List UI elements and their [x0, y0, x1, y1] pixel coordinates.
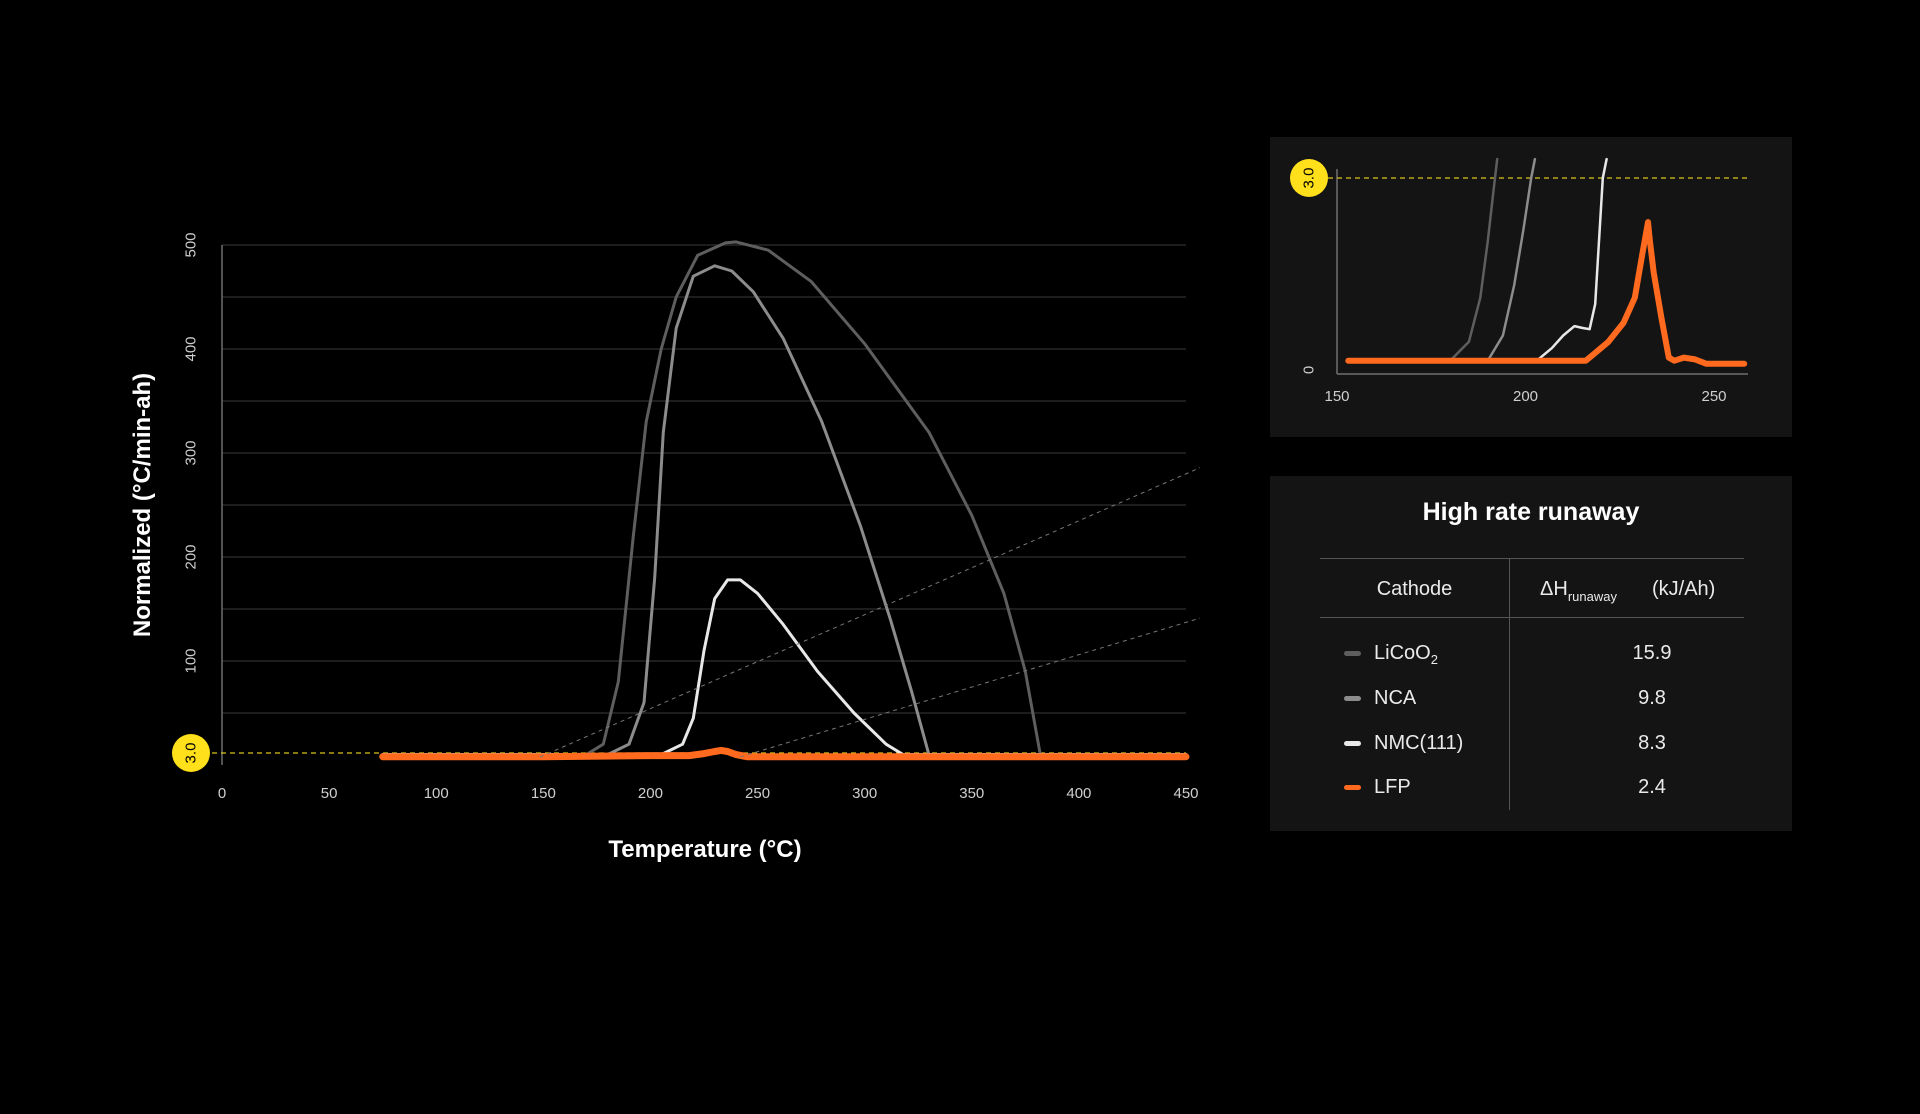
threshold-badge-label: 3.0 — [183, 743, 200, 764]
row-cathode-name: NMC(111) — [1374, 732, 1464, 754]
x-tick-label: 400 — [1066, 785, 1091, 802]
row-delta-h-value: 2.4 — [1638, 776, 1666, 798]
inset-chart: 150 200 250 0 3.0 — [1290, 157, 1748, 405]
x-tick-label: 50 — [321, 785, 338, 802]
inset-threshold-badge: 3.0 — [1290, 159, 1328, 197]
x-tick-label: 200 — [638, 785, 663, 802]
y-tick-label: 300 — [183, 440, 200, 465]
header-cathode: Cathode — [1376, 578, 1453, 600]
x-tick-label: 350 — [959, 785, 984, 802]
inset-x-tick-label: 150 — [1324, 388, 1349, 405]
inset-series-line-lfp — [1345, 219, 1748, 367]
main-chart: 0 50 100 150 200 250 300 350 400 450 100 200 300 400 5… — [129, 232, 1200, 863]
inset-series-line-nmc-111- — [1535, 157, 1608, 362]
series-line-nmc-111- — [381, 578, 1188, 757]
row-delta-h-value: 9.8 — [1638, 687, 1666, 709]
table-row: LFP 2.4 — [1270, 773, 1792, 803]
zoom-connector-lines — [539, 467, 1200, 758]
x-tick-label: 150 — [531, 785, 556, 802]
y-tick-label: 200 — [183, 544, 200, 569]
table-row: NMC(111) 8.3 — [1270, 729, 1792, 759]
row-cathode-name: LiCoO2 — [1374, 642, 1438, 667]
y-tick-label: 400 — [183, 336, 200, 361]
header-unit: (kJ/Ah) — [1652, 578, 1716, 600]
legend-swatch — [1344, 651, 1361, 656]
row-cathode-name: NCA — [1374, 687, 1417, 709]
x-axis-title: Temperature (°C) — [608, 836, 801, 863]
row-delta-h-value: 15.9 — [1632, 642, 1672, 664]
x-tick-label: 450 — [1173, 785, 1198, 802]
y-tick-label: 500 — [183, 232, 200, 257]
table-column-divider — [1509, 558, 1510, 810]
series-line-licoo2 — [381, 240, 1188, 757]
table-row: LiCoO2 15.9 — [1270, 639, 1792, 669]
table-top-rule — [1320, 558, 1744, 559]
threshold-badge: 3.0 — [172, 734, 210, 772]
series-line-nca — [381, 264, 1188, 757]
legend-swatch — [1344, 785, 1361, 790]
row-cathode-name: LFP — [1374, 776, 1411, 798]
y-axis-title: Normalized (°C/min-ah) — [129, 373, 156, 637]
series-line-lfp — [379, 746, 1190, 761]
table-title: High rate runaway — [1422, 498, 1640, 526]
legend-swatch — [1344, 741, 1361, 746]
inset-x-tick-label: 250 — [1701, 388, 1726, 405]
inset-x-tick-label: 200 — [1513, 388, 1538, 405]
table-row: NCA 9.8 — [1270, 684, 1792, 714]
header-delta-h-sub: runaway — [1567, 589, 1617, 604]
x-tick-label: 250 — [745, 785, 770, 802]
inset-threshold-badge-label: 3.0 — [1301, 168, 1318, 189]
x-tick-label: 0 — [218, 785, 226, 802]
row-delta-h-value: 8.3 — [1638, 732, 1666, 754]
table-header-rule — [1320, 617, 1744, 618]
inset-panel: 150 200 250 0 3.0 — [1270, 137, 1792, 437]
legend-swatch — [1344, 696, 1361, 701]
x-tick-label: 300 — [852, 785, 877, 802]
legend-table-panel: High rate runaway Cathode ΔHrunaway (kJ/… — [1270, 476, 1792, 831]
x-tick-label: 100 — [424, 785, 449, 802]
inset-series-line-licoo2 — [1448, 157, 1499, 362]
y-tick-label: 100 — [183, 648, 200, 673]
header-delta-h-main: ΔH — [1540, 578, 1568, 600]
inset-series-line-nca — [1486, 157, 1537, 362]
inset-y-tick-label: 0 — [1301, 366, 1318, 374]
header-delta-h: ΔHrunaway — [1540, 578, 1617, 604]
